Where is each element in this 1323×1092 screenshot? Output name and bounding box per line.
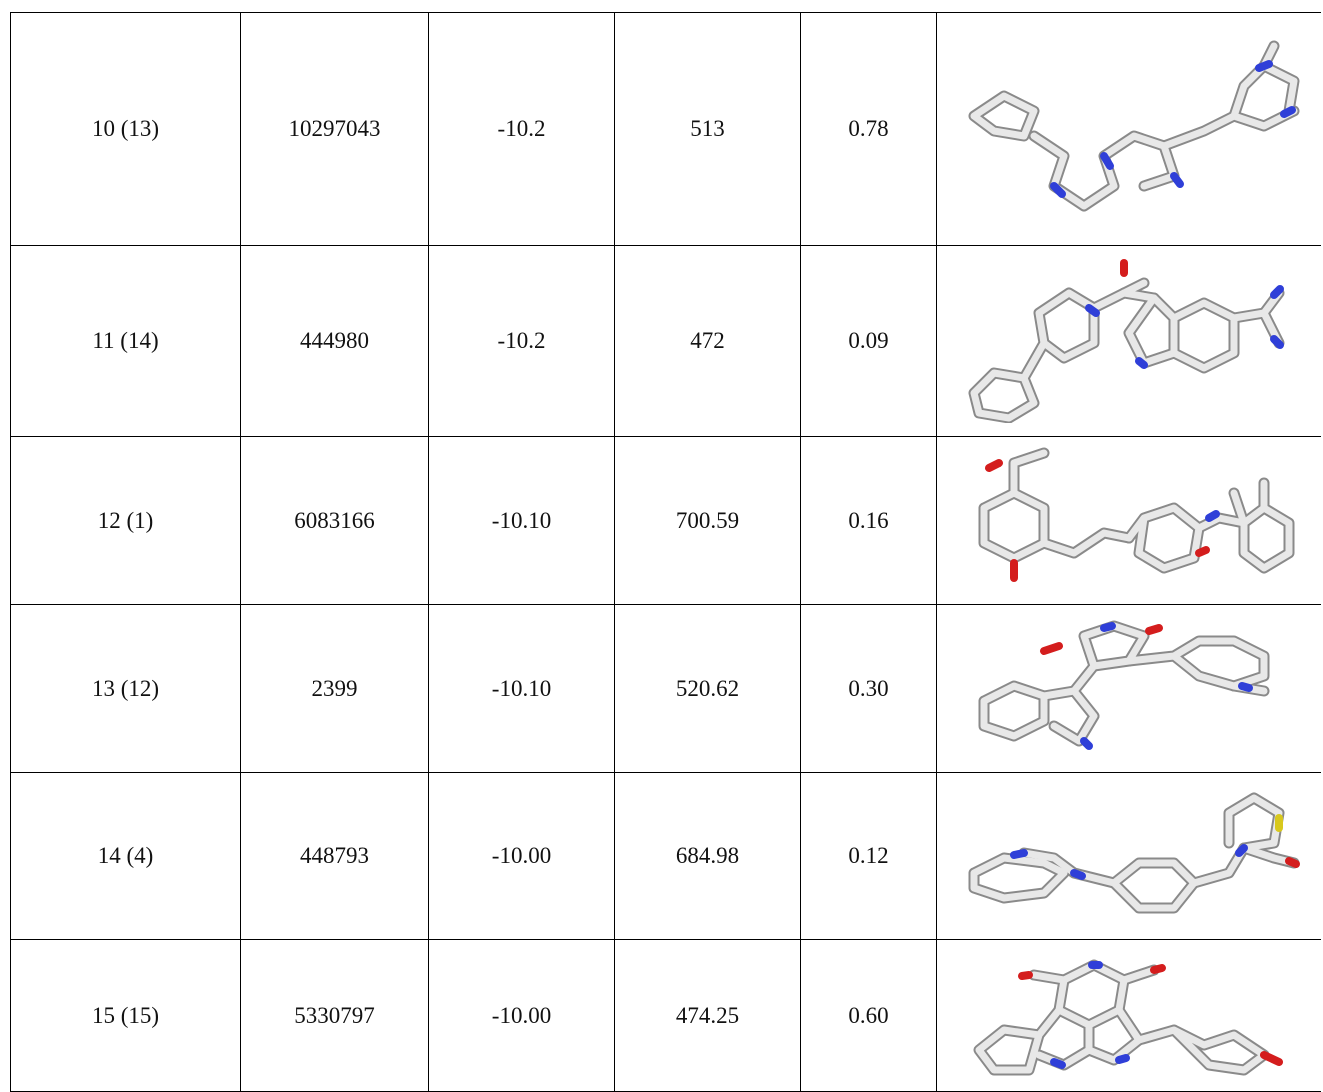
cell: 448793 <box>241 773 429 940</box>
cell: 6083166 <box>241 437 429 605</box>
cell: 0.60 <box>801 940 937 1092</box>
cell: 472 <box>615 246 801 437</box>
cell: 0.16 <box>801 437 937 605</box>
molecule-image <box>944 940 1314 1085</box>
cell: -10.10 <box>429 437 615 605</box>
page: 10 (13)10297043-10.25130.78 11 (14)44498… <box>0 0 1323 1087</box>
cell: 5330797 <box>241 940 429 1092</box>
cell: 14 (4) <box>11 773 241 940</box>
molecule-image <box>944 773 1314 933</box>
cell: 2399 <box>241 605 429 773</box>
cell: 0.09 <box>801 246 937 437</box>
cell: -10.00 <box>429 773 615 940</box>
cell: 12 (1) <box>11 437 241 605</box>
cell: 474.25 <box>615 940 801 1092</box>
cell: 10297043 <box>241 13 429 246</box>
cell: 11 (14) <box>11 246 241 437</box>
cell: 700.59 <box>615 437 801 605</box>
molecule-cell <box>937 437 1321 605</box>
cell: 0.30 <box>801 605 937 773</box>
molecule-image <box>944 438 1314 598</box>
molecule-image <box>944 26 1314 226</box>
cell: 10 (13) <box>11 13 241 246</box>
cell: 444980 <box>241 246 429 437</box>
cell: -10.2 <box>429 13 615 246</box>
cell: 684.98 <box>615 773 801 940</box>
cell: -10.2 <box>429 246 615 437</box>
cell: -10.10 <box>429 605 615 773</box>
molecule-cell <box>937 773 1321 940</box>
cell: -10.00 <box>429 940 615 1092</box>
cell: 0.12 <box>801 773 937 940</box>
molecule-cell <box>937 940 1321 1092</box>
molecule-image <box>944 606 1314 766</box>
molecule-cell <box>937 13 1321 246</box>
cell: 0.78 <box>801 13 937 246</box>
molecule-cell <box>937 605 1321 773</box>
molecule-cell <box>937 246 1321 437</box>
cell: 13 (12) <box>11 605 241 773</box>
cell: 15 (15) <box>11 940 241 1092</box>
cell: 520.62 <box>615 605 801 773</box>
molecule-image <box>944 253 1314 423</box>
cell: 513 <box>615 13 801 246</box>
